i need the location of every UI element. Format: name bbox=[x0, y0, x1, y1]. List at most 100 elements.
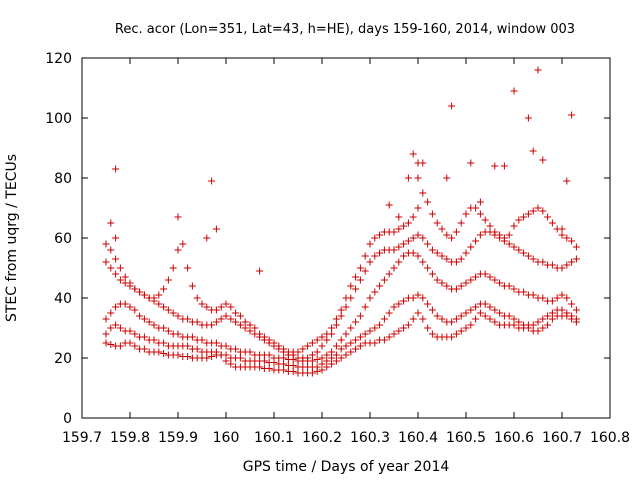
data-point bbox=[510, 321, 518, 329]
data-point bbox=[539, 324, 547, 332]
data-point bbox=[174, 213, 182, 221]
data-point bbox=[443, 174, 451, 182]
data-point bbox=[491, 162, 499, 170]
data-point bbox=[380, 315, 388, 323]
data-point bbox=[496, 309, 504, 317]
data-point bbox=[112, 303, 120, 311]
data-point bbox=[332, 351, 340, 359]
x-tick-label: 160.2 bbox=[302, 430, 342, 446]
data-point bbox=[313, 356, 321, 363]
data-point bbox=[520, 288, 528, 296]
data-point bbox=[409, 294, 417, 302]
data-point bbox=[160, 350, 168, 357]
data-point bbox=[380, 276, 388, 284]
data-point bbox=[366, 327, 374, 335]
data-point bbox=[107, 264, 115, 272]
data-point bbox=[428, 330, 436, 338]
data-point bbox=[337, 336, 345, 344]
data-point bbox=[419, 294, 427, 302]
data-point bbox=[184, 315, 192, 323]
data-point bbox=[323, 351, 331, 359]
data-point bbox=[443, 231, 451, 239]
x-tick-label: 160.6 bbox=[494, 430, 534, 446]
data-point bbox=[476, 309, 484, 317]
data-point bbox=[438, 315, 446, 323]
x-tick-label: 159.8 bbox=[110, 430, 150, 446]
data-point bbox=[534, 327, 542, 335]
data-point bbox=[448, 333, 456, 341]
data-point bbox=[193, 345, 201, 353]
data-point bbox=[323, 357, 331, 365]
data-point bbox=[414, 309, 422, 317]
data-point bbox=[404, 219, 412, 227]
data-point bbox=[318, 360, 326, 368]
y-tick-label: 60 bbox=[54, 231, 72, 247]
data-point bbox=[160, 285, 168, 293]
data-point bbox=[424, 240, 432, 248]
data-point bbox=[491, 276, 499, 284]
data-point bbox=[155, 348, 163, 356]
data-point bbox=[217, 315, 225, 323]
data-point bbox=[572, 315, 580, 323]
data-point bbox=[385, 270, 393, 278]
data-point bbox=[318, 333, 326, 341]
data-point bbox=[510, 222, 518, 230]
data-point bbox=[140, 333, 148, 341]
data-point bbox=[112, 321, 120, 329]
data-point bbox=[222, 300, 230, 308]
data-point bbox=[112, 270, 120, 278]
data-point bbox=[260, 357, 268, 365]
data-point bbox=[486, 315, 494, 323]
data-point bbox=[563, 294, 571, 302]
data-point bbox=[419, 258, 427, 266]
data-point bbox=[174, 246, 182, 254]
data-point bbox=[467, 321, 475, 329]
data-point bbox=[380, 336, 388, 344]
data-point bbox=[347, 339, 355, 347]
plot-frame bbox=[81, 57, 611, 419]
data-point bbox=[558, 306, 566, 314]
data-point bbox=[102, 315, 110, 323]
data-point bbox=[308, 357, 316, 365]
data-point bbox=[390, 264, 398, 272]
data-point bbox=[246, 348, 254, 356]
x-tick-label: 160 bbox=[213, 430, 240, 446]
data-point bbox=[356, 342, 364, 350]
data-point bbox=[409, 234, 417, 242]
data-point bbox=[313, 348, 321, 356]
data-point bbox=[462, 324, 470, 332]
data-point bbox=[323, 336, 331, 344]
data-point bbox=[544, 312, 552, 320]
data-point bbox=[448, 318, 456, 326]
data-point bbox=[323, 363, 331, 371]
data-point bbox=[472, 315, 480, 323]
data-point bbox=[428, 246, 436, 254]
data-point bbox=[304, 342, 312, 350]
data-point bbox=[524, 252, 532, 260]
data-point bbox=[256, 330, 264, 338]
data-point bbox=[107, 309, 115, 317]
data-point bbox=[534, 66, 542, 74]
data-point bbox=[193, 318, 201, 326]
data-point bbox=[212, 318, 220, 326]
data-point bbox=[572, 306, 580, 314]
data-point bbox=[352, 318, 360, 326]
data-point bbox=[520, 213, 528, 221]
data-point bbox=[452, 315, 460, 323]
data-point bbox=[313, 363, 321, 371]
data-point bbox=[390, 228, 398, 236]
data-point bbox=[428, 270, 436, 278]
data-point bbox=[467, 306, 475, 314]
data-point bbox=[529, 207, 537, 215]
data-point bbox=[462, 249, 470, 257]
data-point bbox=[160, 324, 168, 332]
data-point bbox=[544, 321, 552, 329]
data-point bbox=[366, 240, 374, 248]
data-point bbox=[515, 216, 523, 224]
data-point bbox=[572, 255, 580, 263]
data-point bbox=[452, 228, 460, 236]
data-point bbox=[395, 225, 403, 233]
data-point bbox=[486, 273, 494, 281]
data-point bbox=[553, 294, 561, 302]
